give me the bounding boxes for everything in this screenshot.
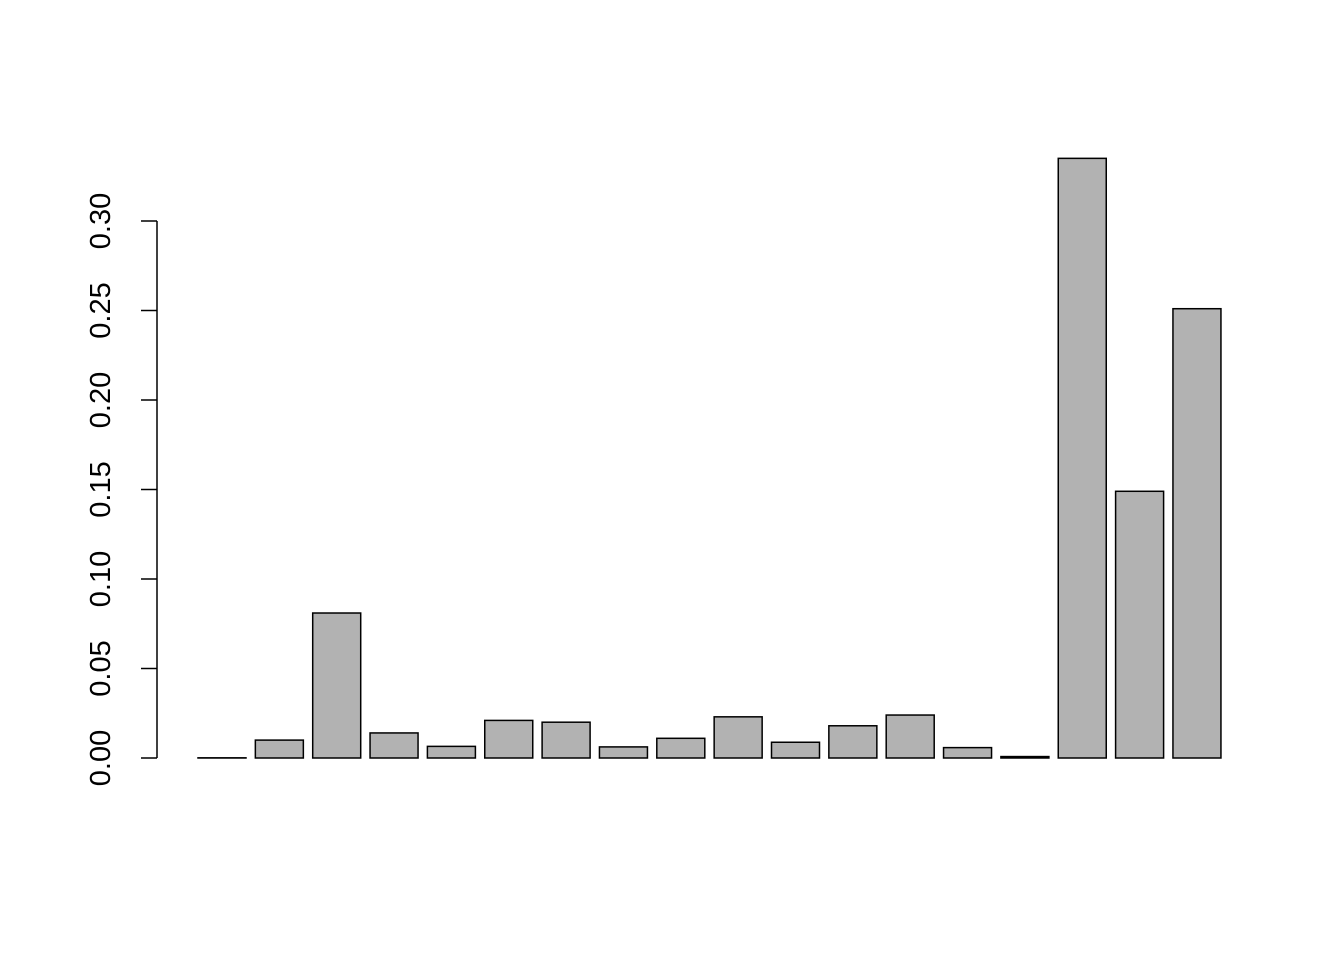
y-tick-label-2: 0.10 <box>85 551 117 607</box>
y-tick-label-6: 0.30 <box>85 193 117 249</box>
bar-17 <box>1114 490 1165 759</box>
bar-14 <box>942 746 993 759</box>
bar-16 <box>1057 157 1107 759</box>
y-axis: 0.00 0.05 0.10 0.15 0.20 0.25 0.30 <box>85 193 158 786</box>
bar-7 <box>541 721 591 759</box>
bar-18 <box>1172 307 1222 759</box>
bar-5 <box>426 745 477 759</box>
bar-15 <box>1000 755 1050 759</box>
bars-group <box>197 157 1222 759</box>
bar-6 <box>484 719 534 759</box>
bar-3 <box>311 612 362 759</box>
bar-4 <box>369 732 419 759</box>
y-tick-label-5: 0.25 <box>85 282 117 338</box>
bar-12 <box>828 725 878 759</box>
y-tick-label-3: 0.15 <box>85 461 117 517</box>
y-tick-label-1: 0.05 <box>85 640 117 696</box>
bar-9 <box>656 737 706 759</box>
bar-8 <box>598 746 649 759</box>
y-tick-label-0: 0.00 <box>85 730 117 786</box>
bar-13 <box>885 714 935 759</box>
y-tick-label-4: 0.20 <box>85 372 117 428</box>
bar-11 <box>770 741 821 759</box>
bar-10 <box>713 716 763 759</box>
bar-2 <box>254 739 305 759</box>
